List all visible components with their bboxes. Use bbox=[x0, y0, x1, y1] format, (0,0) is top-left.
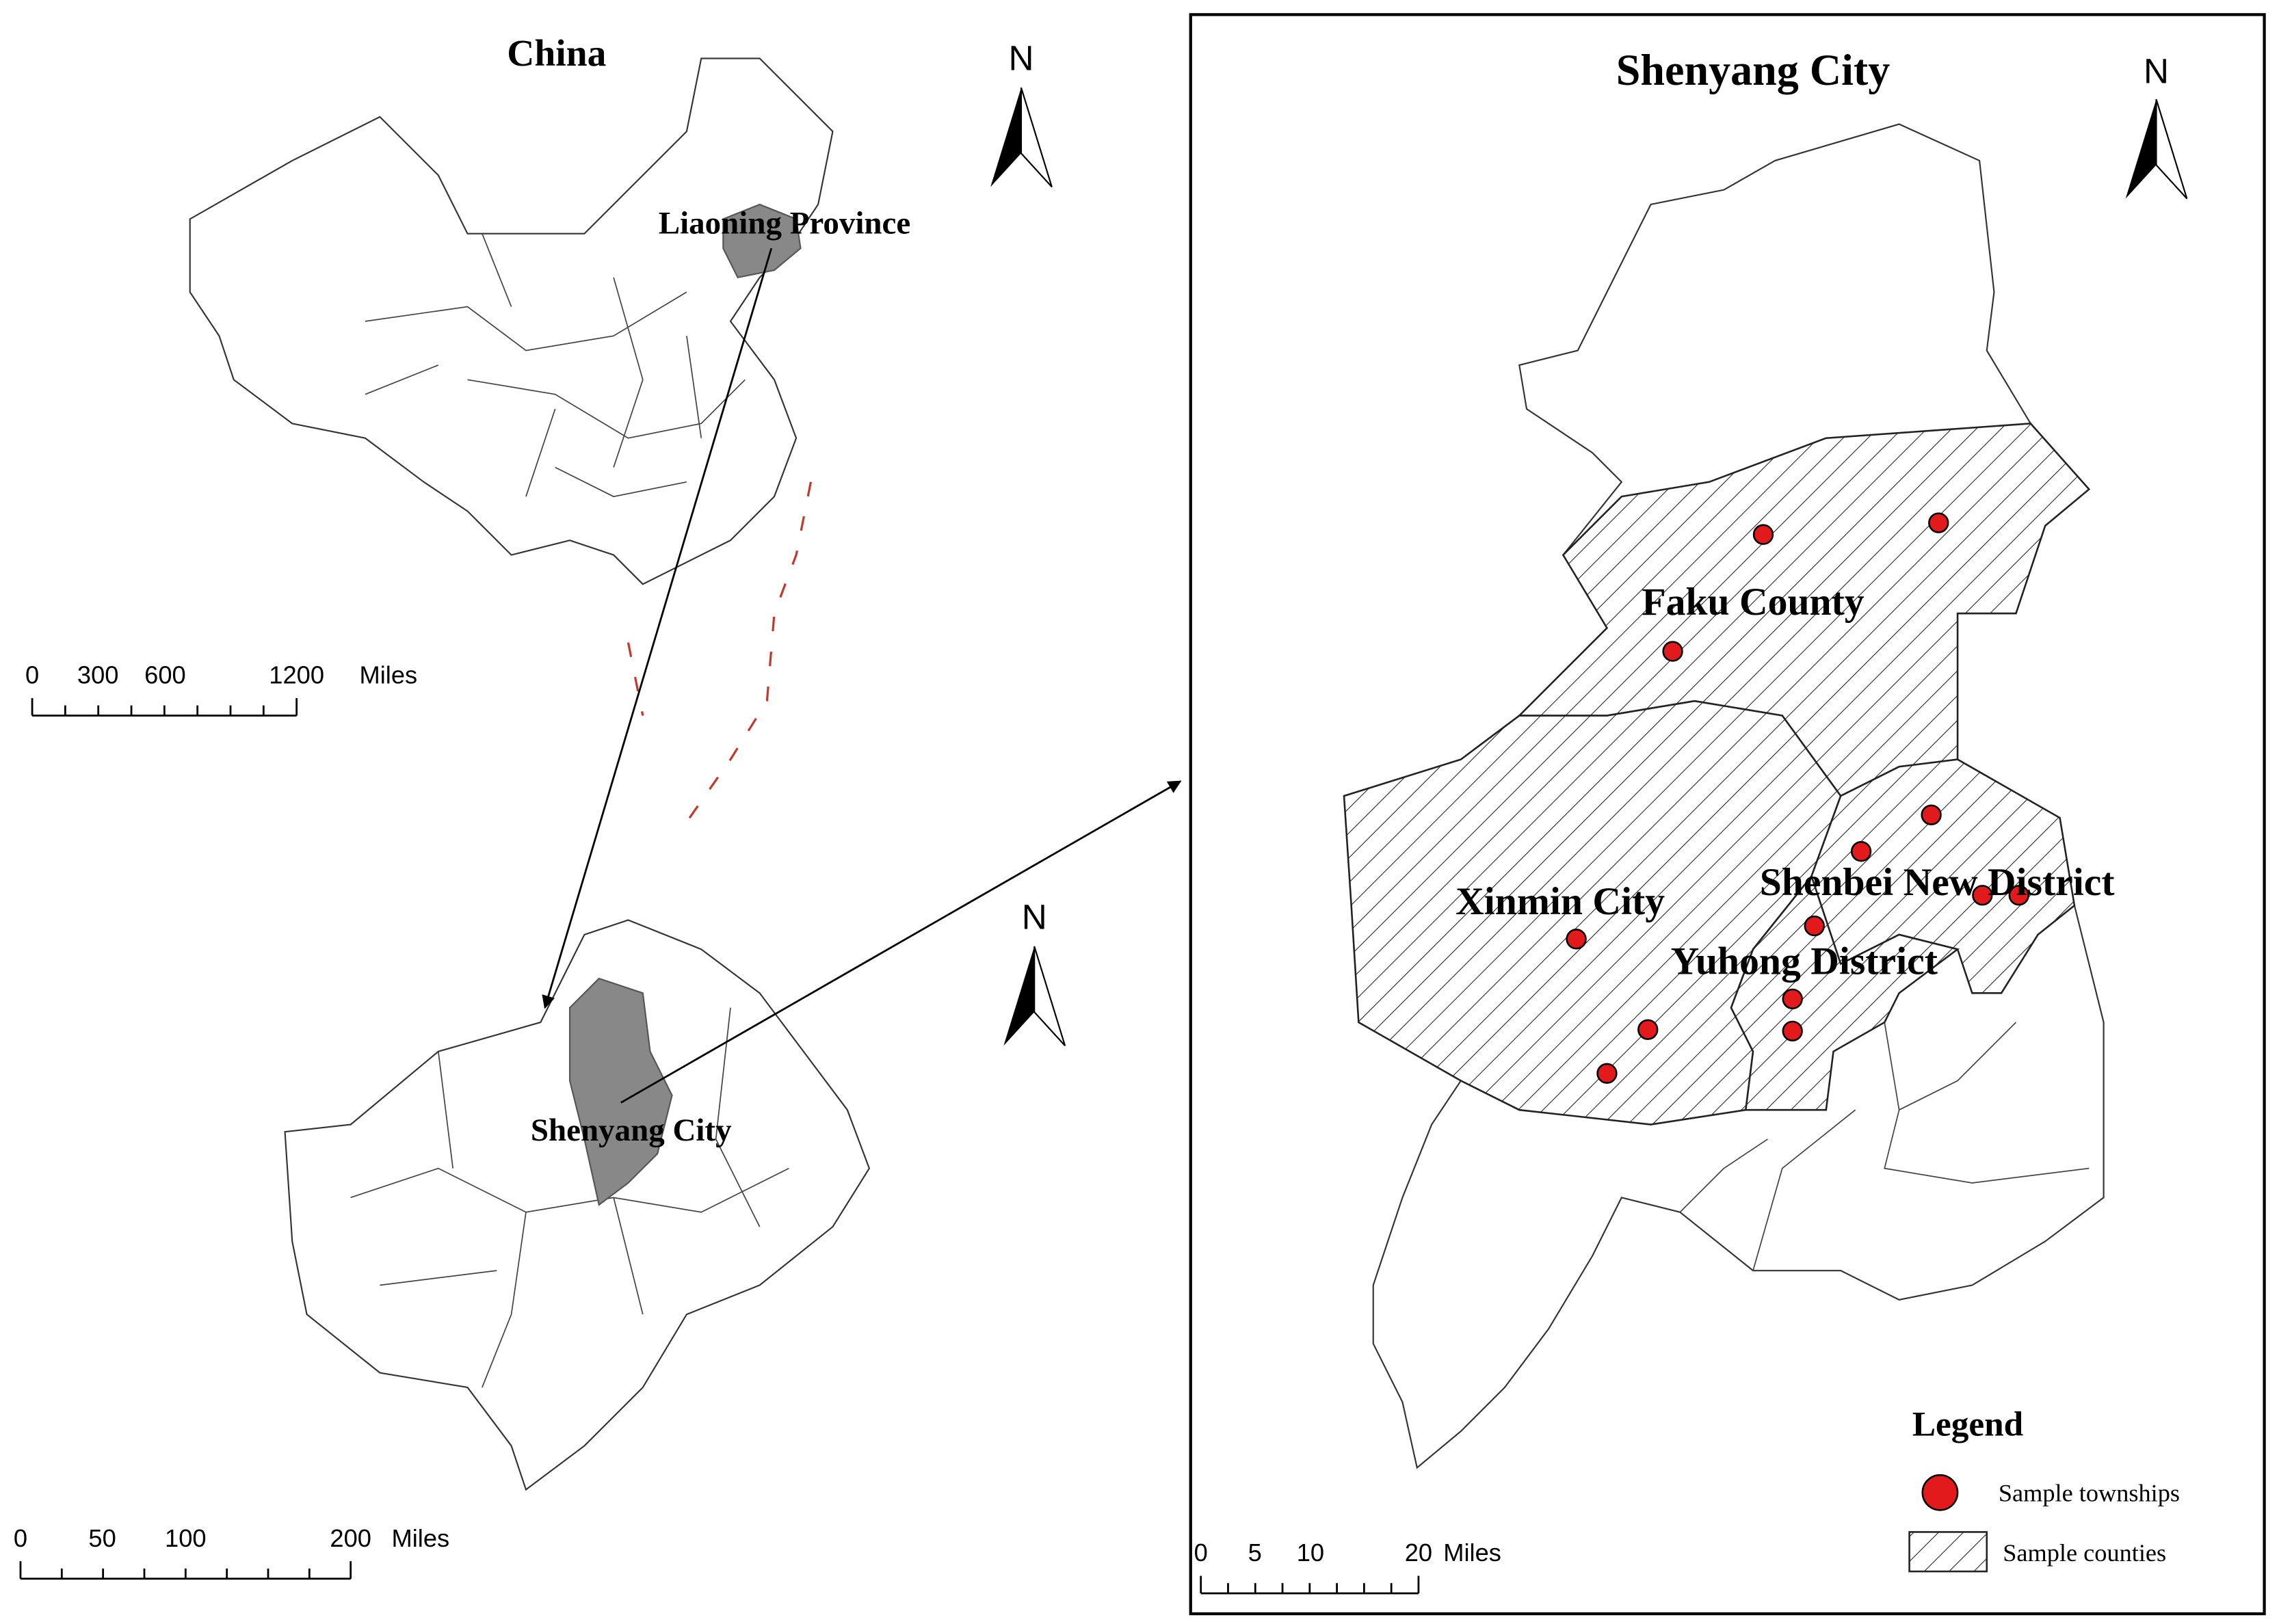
arrow bbox=[620, 780, 1182, 1104]
township-point bbox=[1804, 915, 1825, 937]
north-label: N bbox=[2144, 52, 2169, 91]
region-label: Xinmin City bbox=[1455, 880, 1665, 923]
region-label: Liaoning Province bbox=[659, 206, 910, 241]
scale-label: 200 bbox=[330, 1524, 371, 1552]
region-label: Shenbei New District bbox=[1760, 861, 2115, 904]
scale-label: 300 bbox=[77, 661, 119, 689]
province-borders bbox=[365, 233, 746, 498]
township-point bbox=[1928, 512, 1949, 533]
north-arrow: N bbox=[1003, 897, 1066, 1046]
china-outline bbox=[189, 57, 834, 585]
map-frame bbox=[1189, 13, 2266, 1616]
liaoning-map: Shenyang City bbox=[284, 919, 871, 1491]
township-point bbox=[1662, 641, 1683, 662]
township-points bbox=[1566, 512, 2029, 1084]
legend-symbol bbox=[1921, 1474, 1959, 1511]
north-label: N bbox=[1022, 897, 1047, 936]
map-title: Shenyang City bbox=[1616, 46, 1891, 94]
legend-title: Legend bbox=[1912, 1405, 2023, 1443]
shenyang-highlight bbox=[568, 977, 673, 1206]
north-arrow: N bbox=[990, 39, 1053, 188]
township-point bbox=[1752, 524, 1774, 545]
region-label: Yuhong District bbox=[1671, 940, 1938, 983]
region-label: Shenyang City bbox=[531, 1113, 732, 1148]
scale-label: 10 bbox=[1297, 1539, 1324, 1567]
scale-bar: 0 50 100 200 Miles bbox=[14, 1524, 449, 1580]
township-point bbox=[1921, 804, 1942, 825]
scale-label: 1200 bbox=[269, 661, 324, 689]
scale-label: 600 bbox=[144, 661, 186, 689]
township-point bbox=[1850, 841, 1872, 862]
legend-item: Sample counties bbox=[2003, 1539, 2166, 1567]
liaoning-highlight bbox=[722, 203, 802, 279]
township-point bbox=[1782, 988, 1803, 1010]
scale-label: 0 bbox=[25, 661, 39, 689]
scale-label: 0 bbox=[14, 1524, 27, 1552]
nine-dash-line bbox=[627, 481, 813, 834]
scale-bar: 0 5 10 20 Miles bbox=[1194, 1539, 1501, 1595]
arrow bbox=[542, 248, 773, 1009]
legend-item: Sample townships bbox=[1999, 1480, 2180, 1507]
scale-label: 0 bbox=[1194, 1539, 1208, 1567]
scale-label: 100 bbox=[165, 1524, 207, 1552]
city-borders bbox=[350, 1007, 789, 1388]
district-borders bbox=[1679, 1022, 2090, 1271]
township-point bbox=[2008, 885, 2029, 906]
township-point bbox=[1782, 1020, 1803, 1042]
liaoning-outline bbox=[284, 919, 871, 1491]
township-point bbox=[1637, 1019, 1659, 1040]
scale-unit: Miles bbox=[1443, 1539, 1501, 1567]
scale-label: 50 bbox=[88, 1524, 116, 1552]
township-point bbox=[1972, 885, 1993, 906]
scale-label: 5 bbox=[1248, 1539, 1262, 1567]
legend-symbol bbox=[1908, 1531, 1988, 1573]
scale-label: 20 bbox=[1405, 1539, 1432, 1567]
china-title: China bbox=[507, 33, 606, 75]
township-point bbox=[1596, 1063, 1618, 1084]
scale-bar: 0 300 600 1200 Miles bbox=[25, 661, 417, 717]
china-map: China Liaoning Province bbox=[189, 33, 910, 834]
region-label: Faku County bbox=[1642, 581, 1864, 624]
north-label: N bbox=[1008, 39, 1033, 78]
scale-unit: Miles bbox=[359, 661, 417, 689]
north-arrow: N bbox=[2125, 52, 2188, 200]
township-point bbox=[1566, 929, 1587, 950]
shenyang-map: Shenyang City Faku County Xinmin City Sh… bbox=[1343, 46, 2180, 1573]
yuhong-district bbox=[1730, 874, 1960, 1111]
scale-unit: Miles bbox=[391, 1524, 449, 1552]
